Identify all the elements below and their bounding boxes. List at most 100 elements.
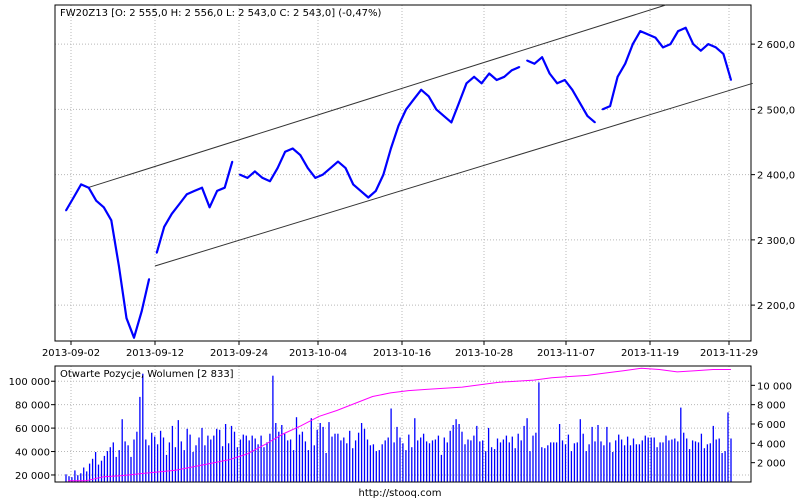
price-point (201, 186, 203, 189)
price-point (231, 160, 234, 163)
price-x-tick-label: 2013-10-04 (289, 348, 347, 359)
price-point (684, 26, 687, 29)
volume-chart-title: Otwarte Pozycje, Wolumen [2 833] (60, 369, 234, 380)
price-point (533, 62, 536, 65)
price-point (269, 180, 271, 183)
price-point (518, 66, 521, 68)
price-point (329, 167, 332, 170)
open-interest-tick-label: 60 000 (15, 424, 50, 435)
open-interest-tick-label: 20 000 (15, 471, 50, 482)
volume-tick-label: 8 000 (757, 401, 786, 412)
price-point (374, 190, 377, 192)
price-panel: FW20Z13 [O: 2 555,0 H: 2 556,0 L: 2 543,… (42, 4, 795, 359)
price-point (140, 310, 143, 313)
open-interest-line (68, 367, 731, 482)
price-panel-frame (54, 4, 752, 342)
price-point (473, 75, 475, 78)
open-interest-tick-label: 40 000 (15, 448, 50, 459)
price-point (579, 102, 581, 104)
price-point (193, 190, 196, 192)
price-x-tick-label: 2013-10-16 (373, 348, 431, 359)
open-interest-tick-label: 80 000 (15, 401, 50, 412)
price-point (669, 43, 672, 45)
price-point (306, 167, 309, 170)
price-x-tick-label: 2013-09-12 (126, 348, 184, 359)
price-point (699, 49, 702, 52)
price-point (382, 173, 385, 176)
price-point (511, 69, 513, 72)
volume-panel: Otwarte Pozycje, Wolumen [2 833] 100 000… (9, 365, 792, 483)
price-channel (87, 4, 753, 267)
price-x-tick-label: 2013-11-29 (700, 348, 758, 359)
price-grid (55, 5, 751, 341)
price-point (223, 186, 226, 189)
price-point (692, 43, 695, 45)
price-point (458, 102, 460, 104)
volume-tick-label: 6 000 (757, 420, 786, 431)
price-point (427, 95, 430, 98)
price-x-tick-label: 2013-09-24 (210, 348, 268, 359)
source-footer: http://stooq.com (359, 488, 442, 499)
price-point (133, 336, 135, 339)
volume-tick-label: 10 000 (757, 381, 792, 392)
price-point (337, 160, 339, 163)
price-chart-title: FW20Z13 [O: 2 555,0 H: 2 556,0 L: 2 543,… (60, 8, 382, 19)
price-x-tick-labels: 2013-09-02 2013-09-12 2013-09-24 2013-10-04… (42, 341, 758, 359)
price-point (715, 46, 717, 49)
volume-bars (65, 373, 732, 482)
price-point (730, 79, 732, 81)
price-point (299, 154, 302, 157)
price-point (616, 75, 619, 78)
price-y-tick-label: 2 200,0 (757, 301, 795, 312)
price-point (586, 115, 589, 117)
price-point (163, 225, 166, 228)
price-y-tick-labels: 2 600,0 2 500,0 2 400,0 2 300,0 2 200,0 (751, 40, 795, 312)
price-point (722, 53, 725, 55)
price-point (390, 147, 392, 150)
price-point (110, 219, 113, 222)
price-point (677, 30, 679, 32)
price-point (254, 170, 256, 173)
price-y-tick-label: 2 500,0 (757, 105, 795, 116)
price-point (631, 43, 634, 45)
price-y-tick-label: 2 600,0 (757, 40, 795, 51)
price-point (148, 278, 151, 280)
price-point (170, 212, 173, 215)
price-point (526, 59, 528, 62)
open-interest-tick-label: 100 000 (9, 377, 50, 388)
price-point (352, 183, 355, 186)
price-point (556, 82, 559, 85)
price-point (397, 124, 400, 127)
channel-line (87, 4, 666, 189)
price-point (488, 72, 491, 75)
price-point (503, 75, 506, 78)
price-point (480, 82, 483, 85)
price-point (654, 36, 657, 39)
price-point (102, 206, 105, 209)
price-point (208, 206, 211, 209)
price-point (238, 173, 241, 176)
open-interest-tick-labels: 100 000 80 000 60 000 40 000 20 000 (9, 377, 55, 482)
price-point (563, 79, 566, 81)
price-point (541, 56, 543, 59)
price-point (624, 62, 627, 65)
price-point (314, 177, 317, 179)
price-point (442, 115, 445, 117)
price-line (65, 26, 733, 339)
price-point (178, 203, 181, 205)
price-point (435, 108, 438, 111)
price-series (65, 26, 733, 339)
price-point (707, 43, 710, 45)
price-point (359, 190, 362, 192)
price-point (72, 196, 75, 199)
price-point (80, 183, 82, 186)
price-point (647, 33, 649, 36)
price-x-tick-label: 2013-10-28 (455, 348, 513, 359)
price-point (246, 177, 249, 179)
price-point (125, 317, 128, 320)
price-point (87, 186, 90, 189)
price-point (322, 173, 324, 176)
price-point (118, 265, 120, 267)
price-point (495, 79, 498, 81)
